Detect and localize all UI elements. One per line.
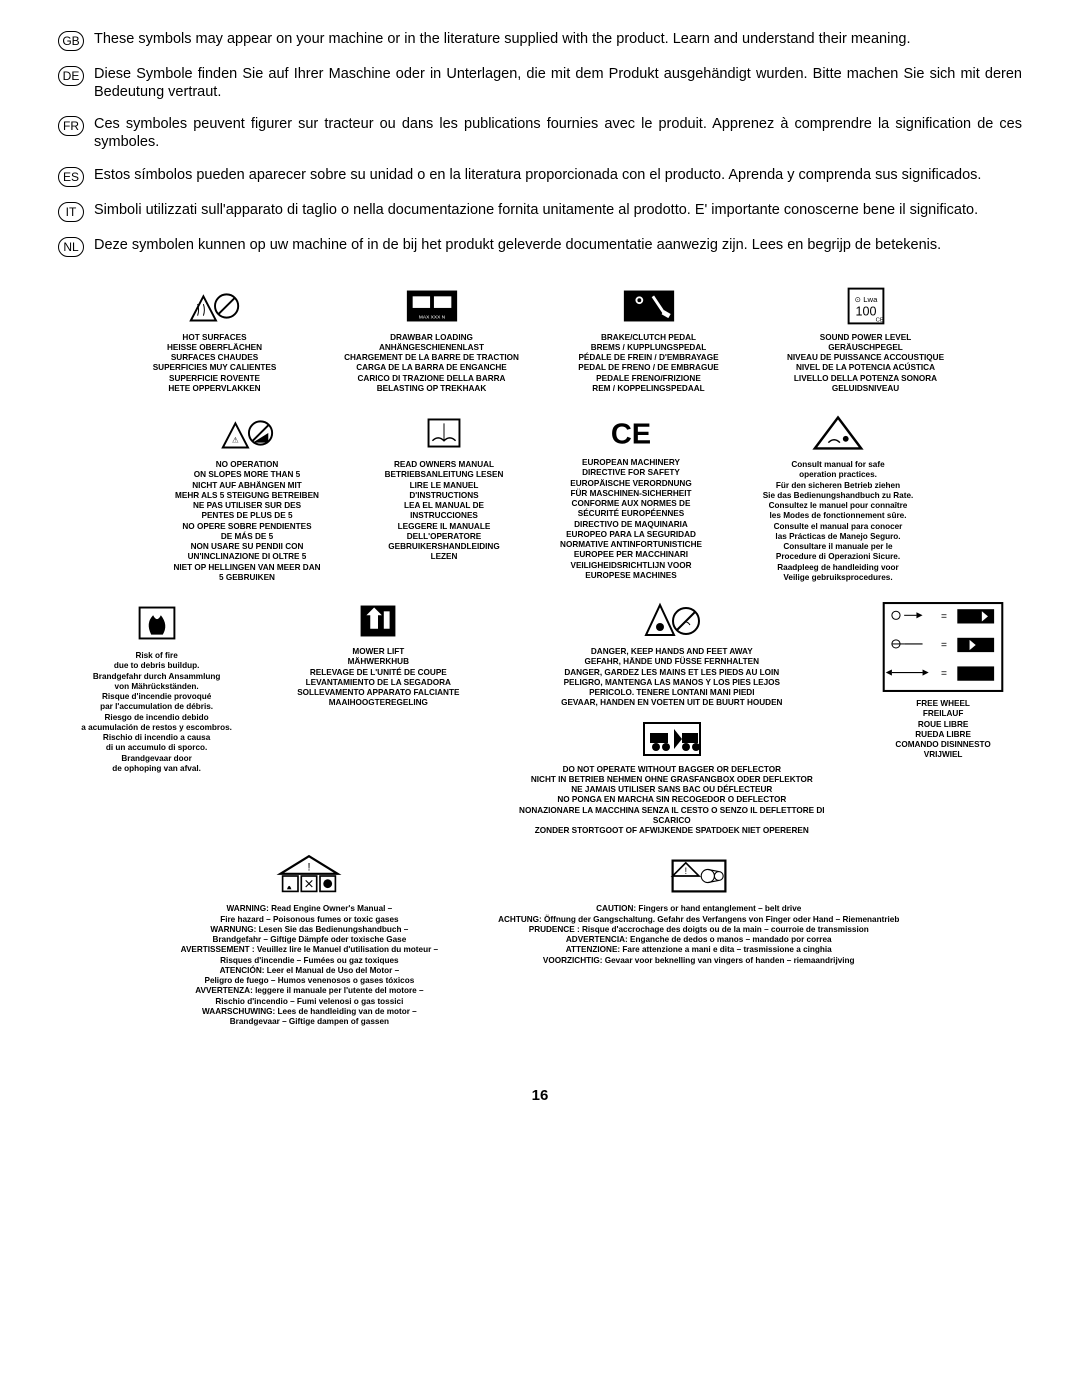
- european-machinery-directive-caption: EUROPEAN MACHINERY DIRECTIVE FOR SAFETY …: [560, 458, 702, 581]
- caution-belt-drive-icon: !: [664, 854, 734, 898]
- intro-text-gb: These symbols may appear on your machine…: [94, 30, 1022, 48]
- svg-text:CE: CE: [611, 419, 651, 451]
- symbol-european-machinery-directive: CE EUROPEAN MACHINERY DIRECTIVE FOR SAFET…: [541, 412, 721, 583]
- symbol-read-owners-manual: READ OWNERS MANUAL BETRIEBSANLEITUNG LES…: [369, 412, 519, 583]
- danger-hands-feet-icon: [637, 601, 707, 641]
- symbol-row-4: ! WARNING: Read Engine Owner's Manual – F…: [58, 854, 1022, 1027]
- lang-badge-gb: GB: [58, 31, 84, 51]
- warning-read-engine-manual-caption: WARNING: Read Engine Owner's Manual – Fi…: [181, 904, 438, 1027]
- lang-badge-it: IT: [58, 202, 84, 222]
- lang-badge-nl: NL: [58, 237, 84, 257]
- mower-lift-icon: [349, 601, 407, 641]
- svg-text:=: =: [941, 640, 947, 651]
- svg-text:MAX XXX N: MAX XXX N: [418, 314, 445, 320]
- sound-power-level-caption: SOUND POWER LEVEL GERÄUSCHPEGEL NIVEAU D…: [787, 333, 944, 395]
- no-operation-slopes-icon: ⚠: [218, 412, 276, 454]
- warning-read-engine-manual-icon: !: [274, 854, 344, 898]
- intro-text-fr: Ces symboles peuvent figurer sur tracteu…: [94, 115, 1022, 151]
- symbol-free-wheel: = = = FREE WHEEL FREILAUF ROUE LIBRE RUEDA …: [864, 601, 1022, 761]
- do-not-operate-without-bagger-icon: [617, 719, 727, 759]
- drawbar-loading-caption: DRAWBAR LOADING ANHÄNGESCHIENENLAST CHAR…: [344, 333, 519, 395]
- svg-text:=: =: [941, 611, 947, 622]
- symbol-sound-power-level: ⊙ Lwa100CE SOUND POWER LEVEL GERÄUSCHPEGE…: [768, 285, 963, 395]
- brake-clutch-pedal-caption: BRAKE/CLUTCH PEDAL BREMS / KUPPLUNGSPEDA…: [578, 333, 718, 395]
- intro-row-de: DE Diese Symbole finden Sie auf Ihrer Mas…: [58, 65, 1022, 101]
- symbol-warning-read-engine-manual: ! WARNING: Read Engine Owner's Manual – F…: [181, 854, 438, 1027]
- read-owners-manual-icon: [415, 412, 473, 454]
- caution-belt-drive-caption: CAUTION: Fingers or hand entanglement – …: [498, 904, 899, 966]
- symbol-brake-clutch-pedal: BRAKE/CLUTCH PEDAL BREMS / KUPPLUNGSPEDA…: [551, 285, 746, 395]
- svg-text:=: =: [941, 669, 947, 680]
- symbol-consult-manual-safe-operation: Consult manual for safe operation practi…: [743, 412, 933, 583]
- hot-surfaces-caption: HOT SURFACES HEISSE OBERFLÄCHEN SURFACES…: [153, 333, 277, 395]
- symbol-caution-belt-drive: ! CAUTION: Fingers or hand entanglement –…: [498, 854, 899, 966]
- lang-badge-fr: FR: [58, 116, 84, 136]
- lang-badge-es: ES: [58, 167, 84, 187]
- svg-text:CE: CE: [875, 317, 883, 323]
- intro-row-nl: NL Deze symbolen kunnen op uw machine of …: [58, 236, 1022, 257]
- intro-text-it: Simboli utilizzati sull'apparato di tagl…: [94, 201, 1022, 219]
- mower-lift-caption: MOWER LIFT MÄHWERKHUB RELEVAGE DE L'UNIT…: [297, 647, 459, 709]
- symbol-row-2: ⚠ NO OPERATION ON SLOPES MORE THAN 5 NICH…: [58, 412, 1022, 583]
- sound-power-level-icon: ⊙ Lwa100CE: [837, 285, 895, 327]
- symbol-drawbar-loading: MAX XXX N DRAWBAR LOADING ANHÄNGESCHIENEN…: [334, 285, 529, 395]
- intro-row-fr: FR Ces symboles peuvent figurer sur tract…: [58, 115, 1022, 151]
- symbol-danger-hands-feet: DANGER, KEEP HANDS AND FEET AWAY GEFAHR,…: [532, 601, 812, 709]
- symbol-no-operation-slopes: ⚠ NO OPERATION ON SLOPES MORE THAN 5 NICH…: [147, 412, 347, 583]
- free-wheel-caption: FREE WHEEL FREILAUF ROUE LIBRE RUEDA LIB…: [895, 699, 990, 761]
- page-number: 16: [58, 1087, 1022, 1104]
- risk-of-fire-caption: Risk of fire due to debris buildup. Bran…: [81, 651, 232, 774]
- european-machinery-directive-icon: CE: [602, 412, 660, 452]
- drawbar-loading-icon: MAX XXX N: [403, 285, 461, 327]
- intro-row-es: ES Estos símbolos pueden aparecer sobre s…: [58, 166, 1022, 187]
- do-not-operate-without-bagger-caption: DO NOT OPERATE WITHOUT BAGGER OR DEFLECT…: [501, 765, 842, 837]
- symbols-grid: HOT SURFACES HEISSE OBERFLÄCHEN SURFACES…: [58, 285, 1022, 1028]
- brake-clutch-pedal-icon: [620, 285, 678, 327]
- read-owners-manual-caption: READ OWNERS MANUAL BETRIEBSANLEITUNG LES…: [385, 460, 504, 563]
- symbol-row-3: Risk of fire due to debris buildup. Bran…: [58, 601, 1022, 836]
- svg-text:⊙ Lwa: ⊙ Lwa: [854, 295, 877, 304]
- svg-text:⚠: ⚠: [232, 436, 239, 445]
- symbol-risk-of-fire: Risk of fire due to debris buildup. Bran…: [58, 601, 255, 774]
- risk-of-fire-icon: [128, 601, 186, 645]
- intro-text-es: Estos símbolos pueden aparecer sobre su …: [94, 166, 1022, 184]
- symbol-row-1: HOT SURFACES HEISSE OBERFLÄCHEN SURFACES…: [58, 285, 1022, 395]
- svg-text:100: 100: [855, 304, 876, 318]
- intro-row-gb: GB These symbols may appear on your machi…: [58, 30, 1022, 51]
- symbol-mower-lift: MOWER LIFT MÄHWERKHUB RELEVAGE DE L'UNIT…: [277, 601, 479, 709]
- intro-row-it: IT Simboli utilizzati sull'apparato di ta…: [58, 201, 1022, 222]
- intro-text-nl: Deze symbolen kunnen op uw machine of in…: [94, 236, 1022, 254]
- symbol-hot-surfaces: HOT SURFACES HEISSE OBERFLÄCHEN SURFACES…: [117, 285, 312, 395]
- danger-hands-feet-caption: DANGER, KEEP HANDS AND FEET AWAY GEFAHR,…: [561, 647, 782, 709]
- svg-text:!: !: [308, 862, 311, 874]
- lang-badge-de: DE: [58, 66, 84, 86]
- no-operation-slopes-caption: NO OPERATION ON SLOPES MORE THAN 5 NICHT…: [173, 460, 320, 583]
- symbol-do-not-operate-without-bagger: DO NOT OPERATE WITHOUT BAGGER OR DEFLECT…: [501, 719, 842, 837]
- free-wheel-icon: = = =: [878, 601, 1008, 693]
- intro-block: GB These symbols may appear on your machi…: [58, 30, 1022, 257]
- intro-text-de: Diese Symbole finden Sie auf Ihrer Masch…: [94, 65, 1022, 101]
- svg-text:!: !: [684, 866, 686, 876]
- consult-manual-safe-operation-caption: Consult manual for safe operation practi…: [763, 460, 914, 583]
- hot-surfaces-icon: [186, 285, 244, 327]
- consult-manual-safe-operation-icon: [809, 412, 867, 454]
